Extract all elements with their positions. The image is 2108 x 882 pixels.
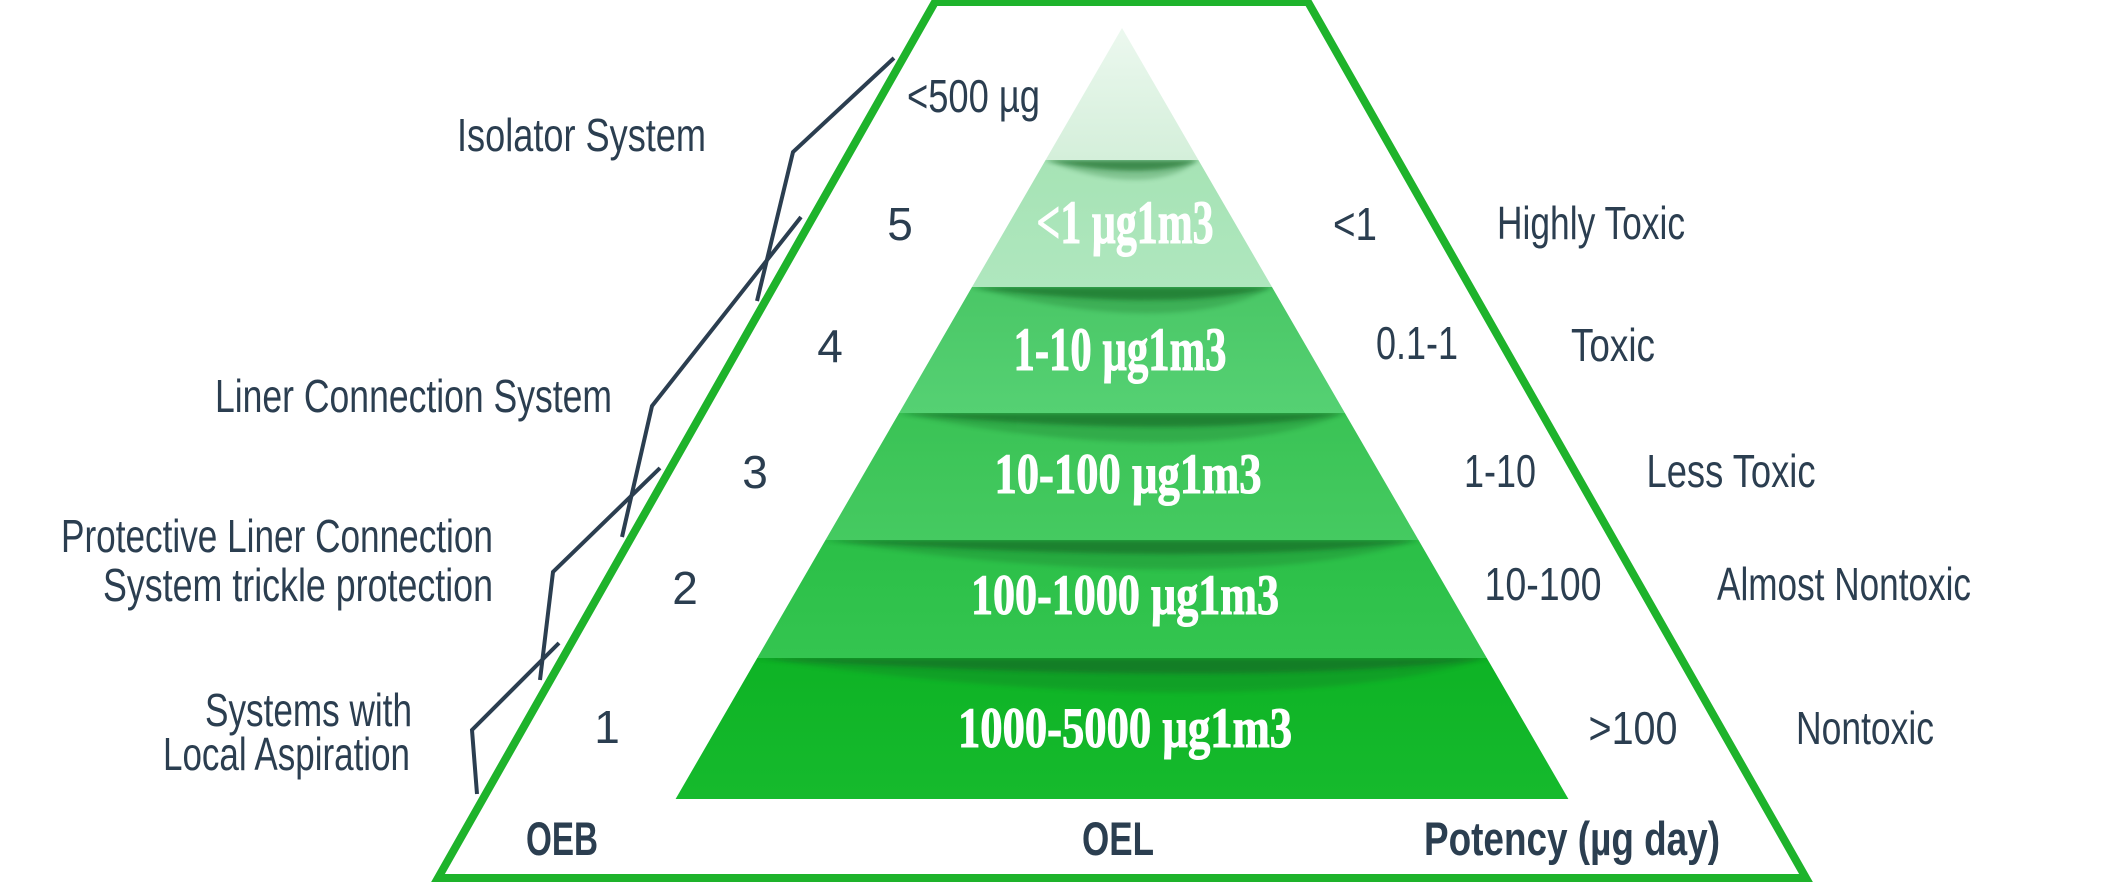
svg-text:>100: >100 — [1589, 702, 1678, 754]
svg-text:10-100 µg1m3: 10-100 µg1m3 — [995, 443, 1262, 506]
svg-text:1000-5000 µg1m3: 1000-5000 µg1m3 — [958, 697, 1292, 760]
svg-text:Less Toxic: Less Toxic — [1647, 445, 1816, 497]
svg-text:System trickle protection: System trickle protection — [103, 559, 493, 611]
svg-text:OEB: OEB — [526, 812, 598, 865]
svg-text:Isolator System: Isolator System — [457, 109, 706, 161]
svg-text:1-10 µg1m3: 1-10 µg1m3 — [1014, 317, 1227, 384]
svg-text:Toxic: Toxic — [1571, 319, 1655, 371]
svg-text:5: 5 — [887, 198, 913, 250]
svg-text:<500 µg: <500 µg — [907, 70, 1040, 122]
svg-text:Almost Nontoxic: Almost Nontoxic — [1717, 558, 1971, 610]
svg-text:Systems with: Systems with — [205, 684, 412, 736]
svg-text:<1 µg1m3: <1 µg1m3 — [1037, 190, 1214, 257]
svg-text:3: 3 — [742, 446, 768, 498]
svg-text:1: 1 — [594, 701, 620, 753]
svg-text:0.1-1: 0.1-1 — [1376, 317, 1458, 369]
svg-text:1-10: 1-10 — [1464, 445, 1536, 497]
svg-text:OEL: OEL — [1082, 812, 1154, 865]
svg-text:2: 2 — [672, 562, 698, 614]
svg-text:100-1000 µg1m3: 100-1000 µg1m3 — [971, 564, 1279, 627]
svg-text:Potency (µg day): Potency (µg day) — [1424, 812, 1720, 865]
svg-text:Protective Liner Connection: Protective Liner Connection — [61, 510, 493, 562]
svg-text:<1: <1 — [1333, 198, 1377, 250]
svg-text:Local Aspiration: Local Aspiration — [163, 728, 410, 780]
svg-text:Liner Connection System: Liner Connection System — [215, 370, 612, 422]
svg-text:Nontoxic: Nontoxic — [1796, 702, 1934, 754]
svg-text:4: 4 — [817, 320, 843, 372]
svg-text:10-100: 10-100 — [1485, 558, 1602, 610]
svg-text:Highly Toxic: Highly Toxic — [1497, 197, 1685, 249]
